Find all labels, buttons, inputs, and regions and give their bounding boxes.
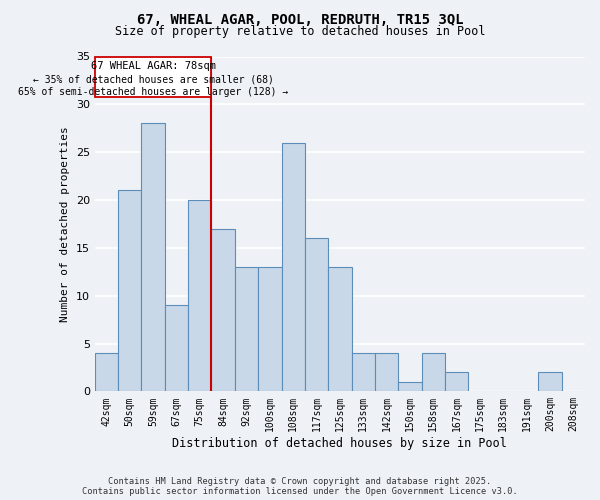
Bar [375, 353, 398, 392]
FancyBboxPatch shape [95, 56, 211, 96]
Bar [328, 267, 352, 392]
Text: Size of property relative to detached houses in Pool: Size of property relative to detached ho… [115, 25, 485, 38]
Text: Contains HM Land Registry data © Crown copyright and database right 2025.: Contains HM Land Registry data © Crown c… [109, 477, 491, 486]
Text: 67, WHEAL AGAR, POOL, REDRUTH, TR15 3QL: 67, WHEAL AGAR, POOL, REDRUTH, TR15 3QL [137, 12, 463, 26]
Bar [118, 190, 142, 392]
Bar [422, 353, 445, 392]
X-axis label: Distribution of detached houses by size in Pool: Distribution of detached houses by size … [172, 437, 508, 450]
Text: Contains public sector information licensed under the Open Government Licence v3: Contains public sector information licen… [82, 487, 518, 496]
Y-axis label: Number of detached properties: Number of detached properties [60, 126, 70, 322]
Bar [445, 372, 468, 392]
Bar [352, 353, 375, 392]
Bar [165, 305, 188, 392]
Bar [258, 267, 281, 392]
Text: ← 35% of detached houses are smaller (68): ← 35% of detached houses are smaller (68… [32, 74, 274, 85]
Text: 67 WHEAL AGAR: 78sqm: 67 WHEAL AGAR: 78sqm [91, 62, 215, 72]
Bar [281, 142, 305, 392]
Bar [538, 372, 562, 392]
Bar [305, 238, 328, 392]
Bar [235, 267, 258, 392]
Bar [188, 200, 211, 392]
Text: 65% of semi-detached houses are larger (128) →: 65% of semi-detached houses are larger (… [18, 87, 288, 97]
Bar [398, 382, 422, 392]
Bar [211, 228, 235, 392]
Bar [95, 353, 118, 392]
Bar [142, 124, 165, 392]
